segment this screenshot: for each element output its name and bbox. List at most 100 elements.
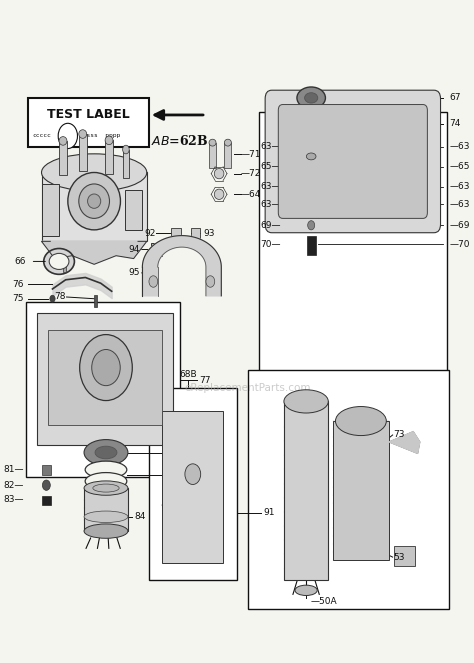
Ellipse shape — [209, 139, 216, 146]
Ellipse shape — [105, 136, 113, 145]
Text: eReplacementParts.com: eReplacementParts.com — [184, 383, 311, 392]
Text: 66: 66 — [15, 257, 26, 266]
Circle shape — [50, 295, 55, 302]
Ellipse shape — [44, 249, 74, 274]
Ellipse shape — [322, 32, 340, 43]
Text: 83—: 83— — [3, 495, 24, 504]
Text: —69: —69 — [449, 221, 470, 230]
Text: 53: 53 — [393, 552, 405, 562]
Circle shape — [347, 13, 363, 34]
Text: 68B: 68B — [180, 370, 197, 379]
Text: 64: 64 — [223, 0, 235, 2]
Text: —63: —63 — [449, 200, 470, 209]
Circle shape — [308, 221, 315, 230]
Text: TEST LABEL: TEST LABEL — [47, 109, 130, 121]
Ellipse shape — [84, 481, 128, 495]
Text: 82—: 82— — [4, 481, 24, 490]
Text: —72: —72 — [241, 169, 261, 178]
Text: 92: 92 — [144, 229, 155, 238]
Bar — [125, 190, 142, 230]
Ellipse shape — [85, 473, 127, 490]
Bar — [171, 228, 181, 239]
Bar — [333, 421, 389, 560]
Text: 63—: 63— — [260, 200, 281, 209]
Ellipse shape — [88, 194, 100, 208]
Text: —71: —71 — [241, 150, 262, 158]
Ellipse shape — [336, 406, 386, 436]
Bar — [307, 236, 316, 255]
Ellipse shape — [306, 182, 317, 191]
Text: 80: 80 — [184, 471, 196, 480]
Ellipse shape — [306, 153, 316, 160]
Ellipse shape — [295, 112, 327, 135]
Ellipse shape — [306, 200, 317, 208]
FancyBboxPatch shape — [278, 105, 428, 218]
Text: 70—: 70— — [260, 240, 281, 249]
Bar — [247, 371, 449, 609]
Bar — [149, 388, 237, 580]
Text: —50A: —50A — [310, 597, 337, 606]
Bar — [42, 172, 147, 241]
Polygon shape — [142, 235, 221, 296]
Ellipse shape — [68, 172, 120, 230]
Ellipse shape — [93, 484, 119, 492]
Bar — [209, 143, 216, 168]
Bar — [94, 294, 97, 308]
Bar — [28, 98, 149, 147]
Circle shape — [206, 276, 215, 287]
Ellipse shape — [80, 335, 132, 400]
Ellipse shape — [214, 168, 224, 179]
Text: EE: EE — [64, 133, 72, 139]
Text: 95: 95 — [128, 269, 140, 277]
Bar — [393, 546, 415, 566]
FancyBboxPatch shape — [265, 90, 440, 233]
Text: —65: —65 — [449, 162, 470, 171]
Bar — [105, 141, 113, 174]
Bar — [162, 410, 223, 563]
Bar — [151, 243, 162, 256]
Ellipse shape — [306, 143, 317, 151]
Text: $\mathit{AB}$=62B: $\mathit{AB}$=62B — [151, 134, 209, 148]
Ellipse shape — [295, 585, 317, 595]
Text: 73: 73 — [393, 430, 405, 440]
Text: ccccc: ccccc — [33, 133, 52, 139]
Bar — [191, 228, 200, 239]
Bar — [64, 257, 66, 272]
Text: —70: —70 — [449, 240, 470, 249]
Ellipse shape — [224, 139, 231, 146]
Ellipse shape — [79, 130, 87, 139]
Bar — [84, 488, 128, 531]
Bar — [123, 150, 129, 178]
Text: 77: 77 — [200, 376, 211, 385]
Ellipse shape — [305, 93, 318, 103]
Text: 74: 74 — [449, 119, 461, 128]
Text: 65—: 65— — [260, 162, 281, 171]
Text: 76: 76 — [12, 280, 24, 289]
Text: 63—: 63— — [260, 182, 281, 192]
Text: 67: 67 — [449, 93, 461, 102]
Circle shape — [42, 480, 50, 491]
Circle shape — [149, 276, 158, 287]
Ellipse shape — [79, 184, 109, 218]
Circle shape — [185, 464, 201, 485]
Ellipse shape — [92, 349, 120, 386]
Text: 94: 94 — [129, 245, 140, 254]
Text: —64: —64 — [241, 190, 261, 199]
Ellipse shape — [123, 145, 129, 154]
Text: 84: 84 — [135, 512, 146, 521]
Text: 69—: 69— — [260, 221, 281, 230]
Ellipse shape — [42, 154, 147, 191]
Bar — [26, 302, 180, 477]
Circle shape — [58, 123, 77, 149]
Ellipse shape — [284, 390, 328, 413]
Bar — [305, 156, 318, 178]
Text: —63: —63 — [449, 142, 470, 151]
Bar — [37, 313, 173, 445]
Ellipse shape — [85, 461, 127, 478]
Bar — [322, 38, 340, 75]
Ellipse shape — [59, 137, 67, 145]
Polygon shape — [42, 241, 147, 265]
Ellipse shape — [84, 524, 128, 538]
Circle shape — [299, 13, 315, 34]
Text: 79: 79 — [184, 448, 196, 457]
